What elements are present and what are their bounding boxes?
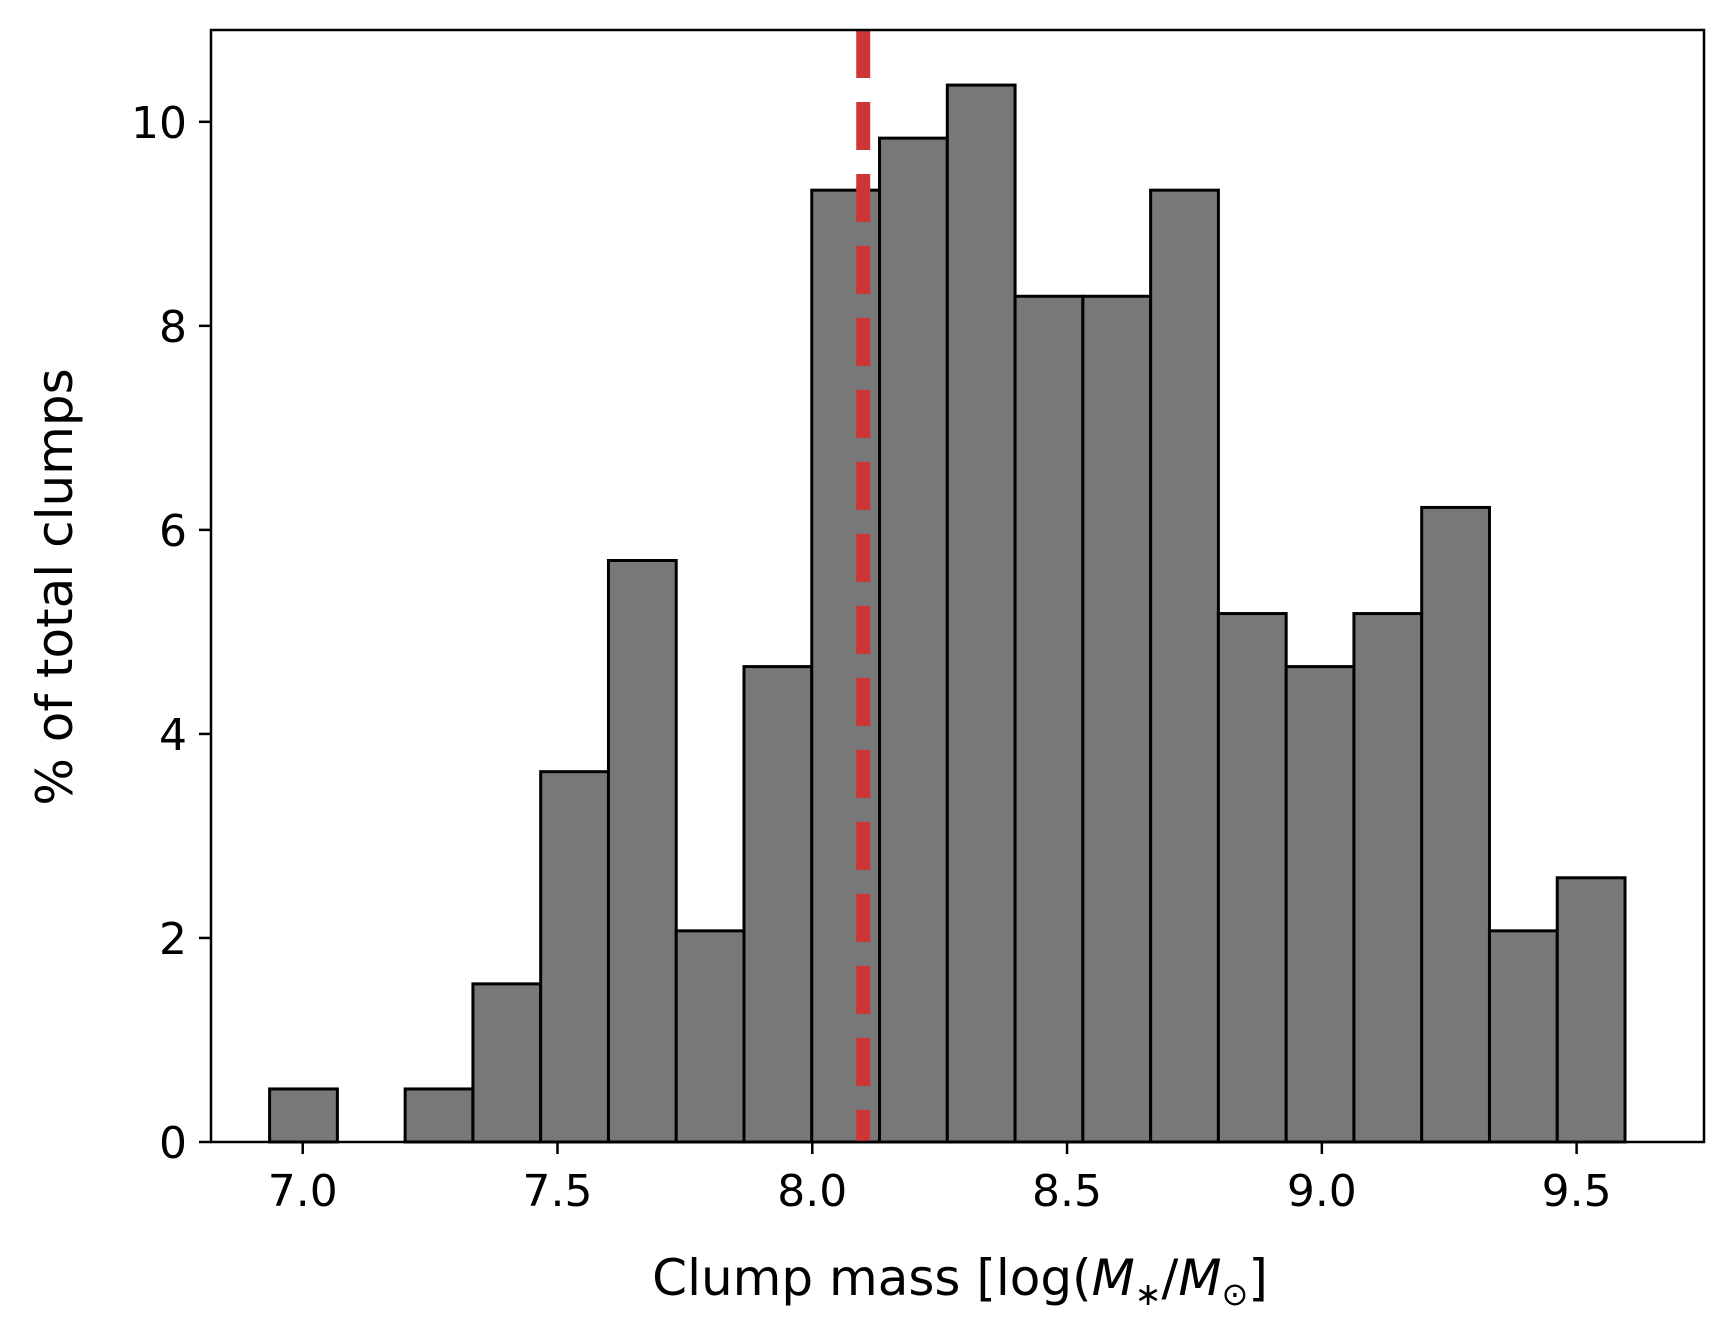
y-axis-label: % of total clumps	[26, 368, 84, 805]
y-tick-label-4: 8	[159, 302, 187, 353]
x-tick-label-1: 7.5	[523, 1166, 593, 1217]
histogram-bar-4	[539, 770, 610, 1144]
histogram-bar-11	[1013, 294, 1085, 1144]
y-tick-label-2: 4	[159, 710, 187, 761]
bars-layer	[268, 83, 1627, 1144]
histogram-bar-14	[1216, 612, 1288, 1144]
y-tick-label-3: 6	[159, 506, 187, 557]
histogram-bar-12	[1081, 294, 1153, 1144]
x-axis-label: Clump mass [log(M∗/M⊙]	[652, 1249, 1268, 1313]
histogram-bar-19	[1555, 876, 1627, 1144]
histogram-bar-6	[674, 929, 746, 1144]
x-tick-label-4: 9.0	[1287, 1166, 1357, 1217]
histogram-bar-3	[471, 982, 543, 1144]
x-tick-label-2: 8.0	[777, 1166, 847, 1217]
x-tick-label-5: 9.5	[1542, 1166, 1612, 1217]
y-ticks-layer: 0 2 4 6 8 10	[131, 98, 211, 1169]
axes-frame	[209, 28, 1706, 1144]
y-tick-label-0: 0	[159, 1118, 187, 1169]
x-ticks-layer: 7.0 7.5 8.0 8.5 9.0 9.5	[268, 1142, 1612, 1217]
histogram-bar-17	[1420, 505, 1491, 1144]
histogram-bar-16	[1352, 612, 1424, 1144]
histogram-bar-13	[1149, 188, 1220, 1144]
y-tick-label-1: 2	[159, 914, 187, 965]
histogram-bar-15	[1284, 665, 1356, 1144]
x-tick-label-3: 8.5	[1032, 1166, 1102, 1217]
histogram-bar-7	[742, 665, 814, 1144]
histogram-bar-9	[878, 136, 949, 1144]
histogram-bar-2	[403, 1087, 475, 1144]
histogram-bar-10	[945, 83, 1017, 1144]
histogram-bar-0	[268, 1087, 339, 1144]
x-tick-label-0: 7.0	[268, 1166, 338, 1217]
y-tick-label-5: 10	[131, 98, 187, 149]
histogram-bar-18	[1487, 929, 1559, 1144]
histogram-bar-5	[606, 558, 678, 1144]
